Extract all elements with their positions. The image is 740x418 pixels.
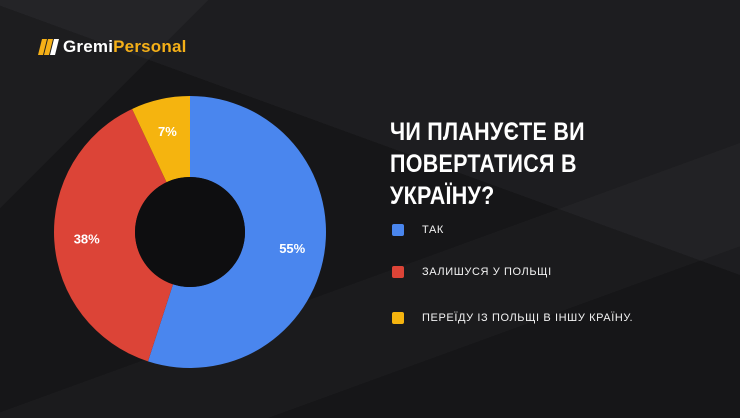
legend-swatch [392, 312, 404, 324]
legend-label: ЗАЛИШУСЯ У ПОЛЬЩІ [422, 266, 552, 278]
slice-label: 55% [279, 241, 305, 256]
slice-label: 38% [74, 231, 100, 246]
slice-tak [147, 96, 327, 368]
chart-title: ЧИ ПЛАНУЄТЕ ВИ ПОВЕРТАТИСЯ В УКРАЇНУ? [390, 118, 585, 210]
slice-label: 7% [158, 124, 177, 139]
donut-hole [135, 177, 245, 287]
legend-item: ЗАЛИШУСЯ У ПОЛЬЩІ [392, 266, 552, 278]
legend-label: ТАК [422, 224, 444, 236]
slice-zalyshusia [54, 108, 174, 362]
legend-item: ТАК [392, 224, 444, 236]
logo-stripes-icon [38, 39, 59, 55]
brand-logo: Gremi Personal [38, 35, 187, 59]
logo-text-personal: Personal [113, 37, 187, 56]
logo-text-gremi: Gremi [63, 37, 114, 56]
legend-label: ПЕРЕЇДУ ІЗ ПОЛЬЩІ В ІНШУ КРАЇНУ. [422, 312, 634, 324]
slice-pereidu [132, 96, 190, 183]
legend-item: ПЕРЕЇДУ ІЗ ПОЛЬЩІ В ІНШУ КРАЇНУ. [392, 312, 633, 324]
legend-swatch [392, 266, 404, 278]
legend-swatch [392, 224, 404, 236]
